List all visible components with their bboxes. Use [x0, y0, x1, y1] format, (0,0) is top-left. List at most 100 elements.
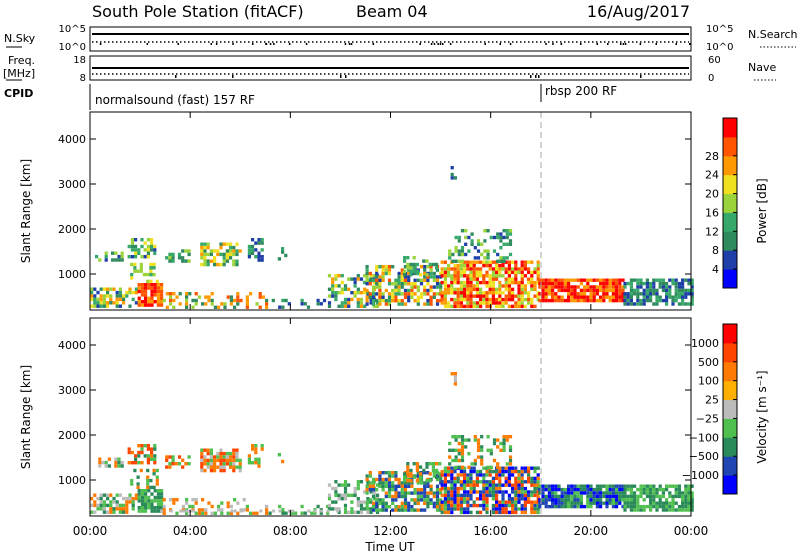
range-cell: [171, 252, 175, 257]
range-cell: [271, 298, 275, 303]
range-cell: [450, 500, 454, 504]
range-cell: [649, 298, 653, 303]
range-cell: [147, 303, 151, 307]
range-cell: [365, 491, 369, 495]
range-cell: [143, 248, 147, 252]
range-cell: [527, 267, 531, 271]
range-cell: [90, 503, 94, 508]
range-cell: [460, 438, 465, 442]
range-cell: [485, 294, 489, 298]
range-cell: [473, 458, 477, 463]
range-cell: [511, 507, 515, 511]
range-cell: [504, 510, 508, 515]
range-cell: [560, 295, 564, 299]
range-cell: [589, 504, 593, 509]
range-cell: [428, 462, 432, 466]
range-cell: [210, 511, 214, 515]
range-cell: [629, 504, 633, 509]
range-cell: [554, 504, 558, 509]
range-cell: [655, 292, 659, 296]
range-cell: [235, 259, 239, 263]
range-cell: [485, 301, 489, 305]
range-cell: [384, 494, 388, 499]
range-cell: [642, 487, 646, 492]
range-cell: [128, 304, 132, 308]
range-cell: [407, 268, 411, 272]
range-cell: [586, 298, 590, 303]
range-cell: [485, 304, 489, 309]
freq-tick-high: 18: [73, 55, 86, 66]
range-cell: [340, 304, 344, 308]
range-cell: [90, 290, 94, 295]
range-cell: [538, 504, 542, 509]
range-cell: [99, 500, 103, 504]
range-cell: [153, 286, 157, 290]
range-cell: [429, 288, 433, 293]
range-cell: [463, 270, 467, 275]
range-cell: [407, 278, 411, 282]
range-cell: [456, 500, 460, 504]
colorbar-segment: [723, 136, 737, 157]
range-cell: [251, 244, 255, 249]
range-cell: [144, 293, 148, 297]
range-cell: [498, 287, 502, 292]
range-cell: [475, 260, 479, 264]
range-cell: [200, 458, 204, 463]
range-cell: [409, 273, 413, 277]
range-cell: [560, 491, 564, 495]
range-cell: [453, 483, 457, 487]
range-cell: [394, 491, 398, 495]
range-cell: [642, 295, 646, 299]
range-cell: [422, 468, 426, 473]
range-cell: [466, 274, 470, 278]
range-cell: [538, 484, 542, 488]
range-cell: [416, 302, 420, 306]
range-cell: [668, 508, 672, 512]
range-cell: [172, 501, 176, 505]
range-cell: [485, 260, 489, 264]
range-cell: [511, 473, 515, 477]
range-cell: [229, 256, 233, 260]
range-cell: [251, 248, 255, 252]
range-cell: [181, 256, 185, 260]
range-cell: [536, 490, 540, 494]
range-cell: [407, 299, 411, 303]
range-cell: [115, 294, 119, 298]
range-cell: [520, 284, 524, 288]
range-cell: [486, 252, 490, 257]
range-cell: [144, 495, 148, 500]
range-cell: [472, 287, 476, 292]
range-cell: [495, 483, 499, 487]
range-cell: [153, 283, 157, 287]
range-cell: [426, 265, 430, 269]
range-cell: [429, 299, 433, 303]
range-cell: [387, 299, 392, 303]
search-noise-dot: [372, 43, 375, 45]
range-cell: [602, 281, 606, 286]
range-cell: [507, 493, 511, 498]
range-cell: [340, 301, 344, 305]
range-cell: [451, 259, 455, 263]
range-cell: [560, 487, 564, 492]
range-cell: [375, 505, 379, 509]
range-cell: [530, 507, 534, 511]
range-cell: [423, 508, 427, 512]
range-cell: [677, 484, 681, 488]
range-cell: [463, 473, 467, 477]
range-cell: [589, 491, 593, 495]
range-cell: [410, 282, 414, 286]
range-cell: [649, 491, 653, 495]
range-cell: [668, 285, 672, 289]
range-cell: [466, 287, 470, 292]
range-cell: [134, 461, 138, 465]
range-cell: [576, 491, 580, 495]
range-cell: [426, 299, 430, 303]
range-cell: [165, 458, 169, 462]
range-cell: [232, 252, 236, 257]
range-cell: [109, 301, 113, 305]
range-cell: [381, 498, 385, 502]
range-cell: [431, 262, 435, 267]
range-cell: [406, 256, 410, 260]
range-cell: [520, 503, 524, 508]
range-cell: [206, 262, 210, 267]
